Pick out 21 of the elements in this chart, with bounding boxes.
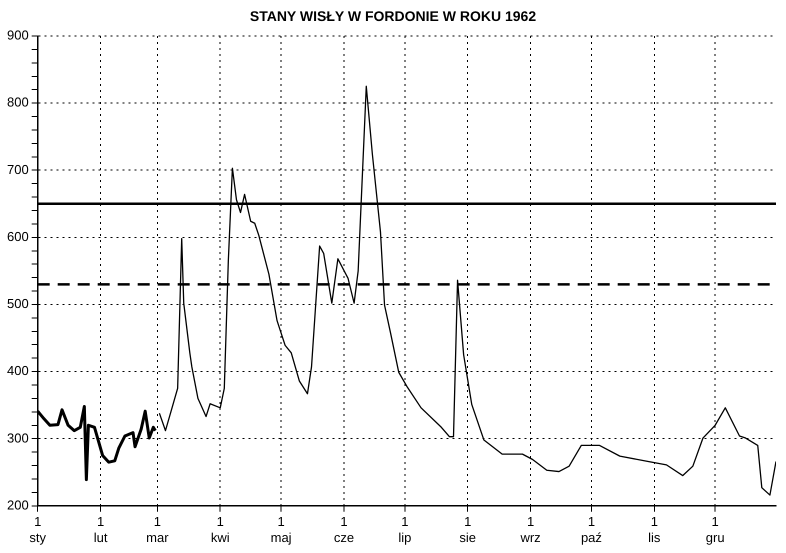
x-tick-label: 1 mar bbox=[146, 514, 170, 545]
x-tick-label: 1 maj bbox=[270, 514, 292, 545]
x-tick-label: 1 lip bbox=[398, 514, 412, 545]
x-tick-label: 1 sie bbox=[459, 514, 476, 545]
y-tick-label: 600 bbox=[6, 228, 29, 244]
x-tick-label: 1 lut bbox=[94, 514, 108, 545]
chart-title: STANY WISŁY W FORDONIE W ROKU 1962 bbox=[248, 8, 538, 24]
x-tick-label: 1 kwi bbox=[210, 514, 230, 545]
x-tick-label: 1 sty bbox=[29, 514, 46, 545]
x-tick-label: 1 paź bbox=[580, 514, 602, 545]
x-tick-label: 1 cze bbox=[334, 514, 354, 545]
x-tick-label: 1 wrz bbox=[519, 514, 541, 545]
y-tick-label: 500 bbox=[6, 296, 29, 312]
y-tick-label: 700 bbox=[6, 162, 29, 177]
y-tick-label: 800 bbox=[6, 94, 29, 110]
y-tick-label: 300 bbox=[6, 430, 29, 446]
y-tick-label: 400 bbox=[6, 363, 29, 378]
x-tick-label: 1 gru bbox=[706, 514, 725, 545]
y-tick-label: 200 bbox=[6, 497, 29, 512]
x-tick-label: 1 lis bbox=[648, 514, 661, 545]
y-tick-label: 900 bbox=[6, 28, 29, 43]
